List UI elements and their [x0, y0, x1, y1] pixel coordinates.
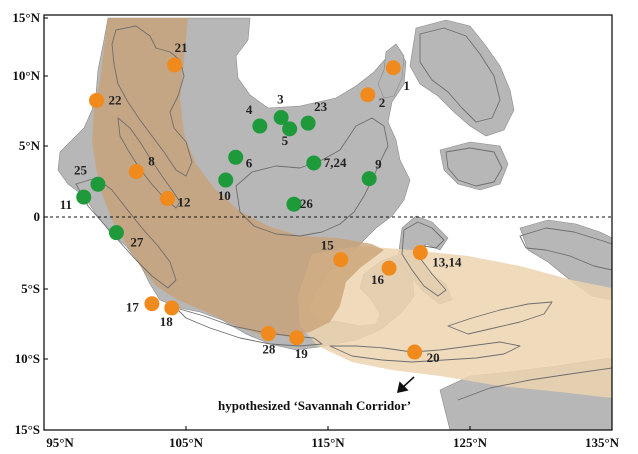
philippines-shelf [377, 19, 515, 137]
site-marker-green [90, 176, 106, 192]
site-marker-orange [144, 296, 160, 312]
site-marker-orange [160, 191, 176, 207]
y-tick-label: 0 [34, 209, 41, 224]
y-tick-label: 15°N [12, 10, 40, 25]
site-marker-orange [412, 245, 428, 261]
site-marker-orange [260, 326, 276, 342]
site-label: 4 [246, 102, 253, 117]
site-marker-orange [167, 57, 183, 73]
x-tick-label: 125°N [453, 435, 488, 450]
site-marker-orange [289, 330, 305, 346]
site-marker-orange [128, 164, 144, 180]
site-label: 15 [321, 238, 335, 253]
tick-marks [43, 17, 613, 431]
site-label: 3 [277, 92, 284, 107]
x-axis-labels: 95°N 105°N 115°N 125°N 135°N [46, 435, 619, 450]
site-marker-green [228, 149, 244, 165]
philippines-south-shelf [439, 141, 509, 191]
site-label: 28 [262, 342, 276, 357]
site-marker-orange [407, 344, 423, 360]
site-marker-green [273, 110, 289, 125]
site-label: 1 [403, 78, 410, 93]
site-marker-green [361, 171, 377, 187]
site-marker-green [286, 196, 302, 212]
coastlines [75, 25, 612, 401]
site-marker-orange [164, 300, 180, 316]
site-marker-green [252, 118, 268, 134]
site-label: 10 [218, 188, 231, 203]
x-tick-label: 95°N [46, 435, 74, 450]
site-label: 12 [178, 195, 191, 210]
site-label: 9 [375, 157, 382, 172]
site-marker-green [76, 189, 92, 205]
x-tick-label: 115°N [311, 435, 345, 450]
corridor-arrow [396, 376, 415, 394]
site-label: 23 [314, 99, 328, 114]
y-tick-label: 5°N [19, 138, 41, 153]
site-label: 18 [160, 314, 174, 329]
y-tick-label: 15°S [15, 422, 40, 437]
site-marker-green [300, 115, 316, 131]
site-label: 6 [246, 155, 253, 170]
y-tick-label: 5°S [21, 281, 40, 296]
sahul-east-shelf [519, 219, 612, 301]
y-tick-label: 10°S [15, 351, 40, 366]
site-label: 16 [371, 272, 385, 287]
y-axis-labels: 15°N 10°N 5°N 0 5°S 10°S 15°S [12, 10, 40, 437]
site-marker-orange [385, 60, 401, 76]
site-label: 20 [427, 350, 440, 365]
site-label: 17 [126, 300, 140, 315]
site-label: 21 [175, 40, 188, 55]
site-label: 26 [300, 196, 314, 211]
site-label: 8 [148, 154, 155, 169]
site-label: 19 [295, 346, 309, 361]
site-label: 27 [130, 235, 144, 250]
savannah-corridor-label: hypothesized ‘Savannah Corridor’ [218, 398, 411, 413]
site-label: 7,24 [324, 155, 347, 170]
y-tick-label: 10°N [12, 68, 40, 83]
savannah-corridor [92, 18, 384, 336]
site-marker-green [108, 225, 124, 241]
x-tick-label: 135°N [585, 435, 620, 450]
site-label: 22 [109, 92, 122, 107]
site-label: 11 [60, 197, 72, 212]
site-marker-orange [360, 87, 376, 103]
site-marker-green [306, 155, 322, 171]
savannah-corridor-light [298, 246, 612, 398]
site-label: 25 [74, 162, 88, 177]
site-marker-green [218, 172, 234, 188]
site-label: 13,14 [432, 255, 462, 270]
site-label: 2 [379, 95, 386, 110]
site-marker-orange [333, 252, 349, 268]
site-marker-orange [89, 92, 105, 108]
site-marker-green [282, 121, 298, 137]
site-label: 5 [282, 133, 289, 148]
site-marker-orange [381, 260, 397, 276]
x-tick-label: 105°N [169, 435, 204, 450]
